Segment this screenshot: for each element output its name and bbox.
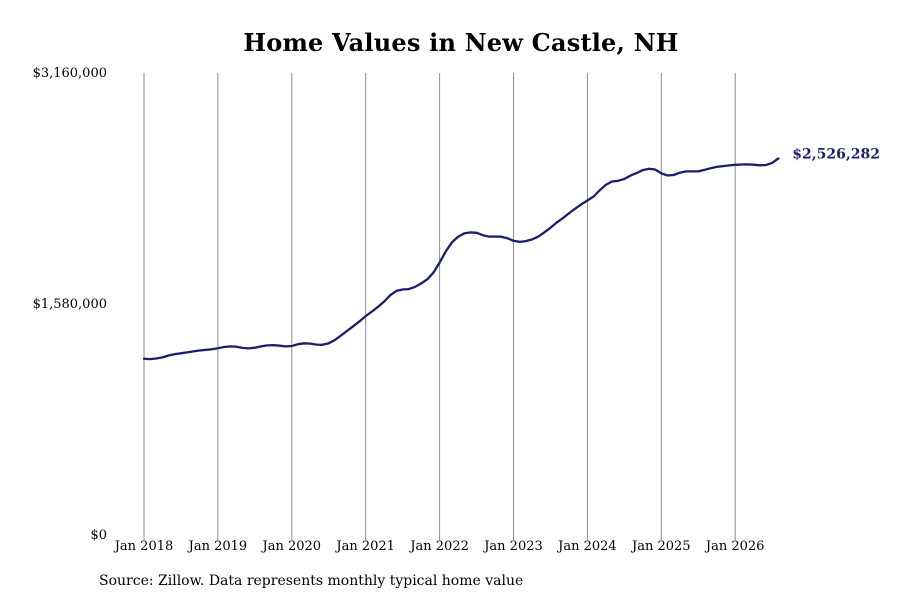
x-tick-label: Jan 2022 xyxy=(408,539,469,554)
x-axis-tick-labels: Jan 2018 Jan 2019 Jan 2020 Jan 2021 Jan 2022… xyxy=(113,539,765,554)
x-tick-label: Jan 2025 xyxy=(630,539,691,554)
x-tick-label: Jan 2020 xyxy=(261,539,322,554)
y-tick-label: $0 xyxy=(90,528,107,543)
source-note: Source: Zillow. Data represents monthly … xyxy=(99,573,524,589)
vertical-gridlines xyxy=(143,73,736,540)
x-tick-label: Jan 2024 xyxy=(556,539,617,554)
y-tick-label: $3,160,000 xyxy=(33,66,107,81)
x-tick-label: Jan 2023 xyxy=(482,539,543,554)
y-tick-label: $1,580,000 xyxy=(33,297,107,312)
y-axis-tick-labels: $3,160,000 $1,580,000 $0 xyxy=(33,66,107,543)
x-tick-label: Jan 2026 xyxy=(704,539,765,554)
x-tick-label: Jan 2021 xyxy=(334,539,395,554)
x-tick-label: Jan 2019 xyxy=(187,539,248,554)
chart-title: Home Values in New Castle, NH xyxy=(243,28,679,57)
latest-value-label: $2,526,282 xyxy=(792,147,880,163)
x-tick-label: Jan 2018 xyxy=(113,539,174,554)
home-value-series-line xyxy=(142,157,780,361)
